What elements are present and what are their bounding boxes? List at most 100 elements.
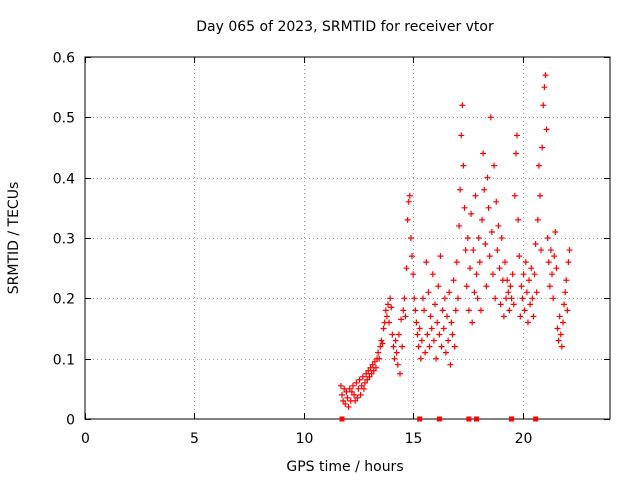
- data-point: [538, 247, 545, 254]
- data-point: [450, 277, 457, 284]
- data-point: [551, 253, 558, 260]
- data-point: [416, 325, 423, 332]
- data-point: [382, 307, 389, 314]
- y-tick-label: 0.1: [53, 353, 75, 369]
- data-point: [561, 301, 568, 308]
- data-point: [391, 355, 398, 362]
- data-point: [448, 319, 455, 326]
- data-point: [449, 331, 456, 338]
- zero-marker: [339, 416, 345, 422]
- data-point: [566, 247, 573, 254]
- zero-marker: [436, 416, 442, 422]
- data-point: [523, 289, 530, 296]
- data-point: [425, 289, 432, 296]
- data-point: [486, 253, 493, 260]
- data-point: [469, 319, 476, 326]
- y-axis-label: SRMTID / TECUs: [6, 182, 22, 295]
- data-point: [365, 367, 372, 374]
- data-point: [555, 337, 562, 344]
- y-tick-label: 0.4: [53, 172, 75, 188]
- data-point: [483, 283, 490, 290]
- plot-frame: [84, 56, 611, 420]
- data-point: [489, 271, 496, 278]
- data-point: [553, 265, 560, 272]
- data-point: [508, 295, 515, 302]
- data-point: [395, 331, 402, 338]
- data-point: [371, 358, 378, 365]
- data-point: [359, 373, 366, 380]
- zero-marker: [533, 416, 539, 422]
- x-tick-label: 0: [81, 431, 90, 447]
- data-point: [388, 304, 395, 311]
- data-point: [415, 343, 422, 350]
- data-point: [559, 319, 566, 326]
- data-point: [544, 235, 551, 241]
- data-point: [440, 325, 447, 332]
- data-point: [474, 295, 481, 302]
- data-point: [383, 313, 390, 320]
- data-point: [441, 295, 448, 302]
- data-point: [428, 325, 435, 332]
- data-point: [460, 162, 467, 169]
- zero-marker: [417, 416, 423, 422]
- data-point: [379, 340, 386, 347]
- data-point: [421, 307, 428, 314]
- data-point: [372, 364, 379, 371]
- data-point: [393, 349, 400, 356]
- data-point: [397, 370, 403, 377]
- data-point: [507, 283, 514, 290]
- data-point: [363, 370, 370, 377]
- data-point: [427, 313, 434, 320]
- data-point: [563, 277, 570, 284]
- data-point: [468, 210, 475, 217]
- data-point: [426, 343, 433, 350]
- data-point: [518, 283, 525, 290]
- data-point: [557, 331, 564, 338]
- data-point: [534, 216, 541, 223]
- data-point: [368, 370, 375, 377]
- data-point: [343, 388, 350, 395]
- data-point: [407, 235, 414, 241]
- data-point: [504, 277, 511, 284]
- y-tick-label: 0.6: [53, 51, 75, 67]
- data-point: [515, 216, 522, 223]
- data-point: [517, 313, 524, 320]
- data-point: [351, 391, 358, 398]
- data-point: [344, 394, 351, 401]
- data-point: [458, 132, 465, 139]
- data-point: [401, 295, 408, 302]
- data-point: [389, 331, 396, 338]
- data-point: [399, 343, 406, 350]
- data-point: [562, 289, 569, 296]
- data-point: [530, 313, 537, 320]
- data-point: [423, 259, 430, 266]
- data-point: [341, 385, 348, 392]
- data-point: [454, 295, 461, 302]
- data-point: [362, 379, 368, 386]
- data-point: [436, 331, 443, 338]
- data-point: [342, 400, 349, 407]
- data-point: [400, 307, 407, 314]
- data-point: [375, 349, 382, 356]
- data-point: [402, 313, 409, 320]
- data-point: [552, 228, 559, 235]
- data-point: [556, 313, 563, 320]
- data-point: [532, 241, 539, 248]
- data-point: [360, 385, 367, 392]
- data-point: [509, 271, 516, 278]
- data-point: [539, 144, 546, 151]
- data-point: [519, 295, 526, 302]
- x-tick-label: 15: [405, 431, 423, 447]
- data-point: [422, 349, 429, 356]
- data-point: [482, 241, 489, 248]
- data-point: [434, 319, 441, 326]
- data-point: [543, 126, 550, 133]
- data-point: [452, 307, 459, 314]
- data-point: [497, 301, 504, 308]
- data-point: [404, 216, 411, 223]
- data-point: [433, 355, 440, 362]
- data-point: [337, 382, 344, 389]
- data-point: [494, 247, 501, 254]
- data-point: [470, 247, 477, 254]
